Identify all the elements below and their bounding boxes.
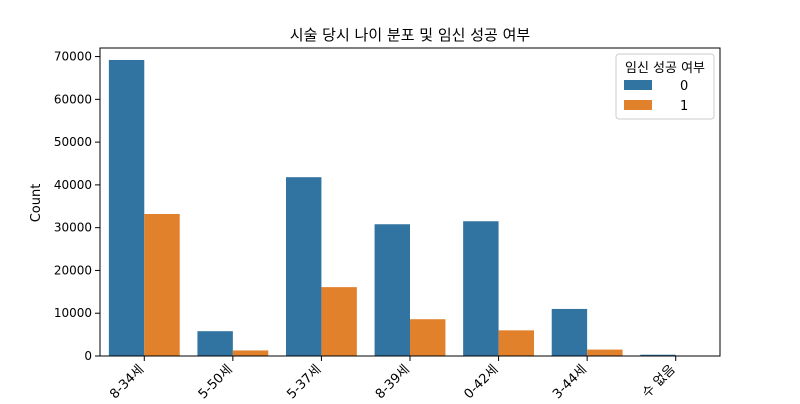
bar-series-1-cat-5 bbox=[587, 349, 623, 356]
bars-group bbox=[108, 59, 676, 356]
legend-label-series-1: 1 bbox=[680, 99, 688, 114]
x-tick-label: 3-44세 bbox=[550, 362, 590, 400]
y-tick-label: 30000 bbox=[54, 221, 92, 235]
y-tick-label: 20000 bbox=[54, 263, 92, 277]
y-tick-label: 50000 bbox=[54, 135, 92, 149]
x-tick-label: 8-39세 bbox=[373, 362, 413, 400]
x-tick-label: 8-34세 bbox=[107, 362, 147, 400]
y-tick-label: 70000 bbox=[54, 50, 92, 64]
x-tick-label: 5-37세 bbox=[284, 362, 324, 400]
bar-series-0-cat-6 bbox=[640, 354, 676, 356]
x-tick-label: 5-50세 bbox=[196, 362, 236, 400]
y-tick-label: 60000 bbox=[54, 92, 92, 106]
bar-series-1-cat-0 bbox=[144, 213, 180, 356]
plot-frame bbox=[99, 47, 721, 357]
y-axis-ticks: 0 10000 20000 30000 40000 50000 60000 70000 bbox=[54, 50, 100, 363]
bar-series-0-cat-0 bbox=[108, 59, 145, 356]
bar-series-0-cat-1 bbox=[197, 331, 233, 356]
x-tick-label: 0-42세 bbox=[461, 362, 501, 400]
legend-swatch-series-0 bbox=[624, 80, 652, 90]
bar-series-1-cat-2 bbox=[321, 287, 357, 356]
legend-title: 임신 성공 여부 bbox=[625, 61, 705, 76]
chart-title: 시술 당시 나이 분포 및 임신 성공 여부 bbox=[290, 26, 531, 44]
legend-label-series-0: 0 bbox=[680, 79, 688, 94]
y-axis-label: Count bbox=[29, 184, 44, 223]
bar-series-1-cat-3 bbox=[410, 319, 446, 356]
x-axis-ticks: 8-34세 5-50세 5-37세 8-39세 0-42세 3-44세 수 없음 bbox=[107, 356, 679, 402]
bar-series-0-cat-5 bbox=[551, 308, 588, 356]
bar-series-0-cat-4 bbox=[463, 221, 499, 356]
y-tick-label: 40000 bbox=[54, 178, 92, 192]
x-tick-label: 수 없음 bbox=[640, 362, 679, 400]
y-tick-label: 10000 bbox=[54, 306, 92, 320]
bar-series-0-cat-2 bbox=[286, 177, 322, 356]
y-tick-label: 0 bbox=[84, 349, 92, 363]
legend: 임신 성공 여부 0 1 bbox=[615, 53, 715, 120]
bar-series-1-cat-1 bbox=[232, 350, 269, 356]
bar-series-0-cat-3 bbox=[374, 224, 410, 356]
legend-swatch-series-1 bbox=[624, 100, 652, 110]
bar-series-1-cat-4 bbox=[498, 330, 534, 356]
